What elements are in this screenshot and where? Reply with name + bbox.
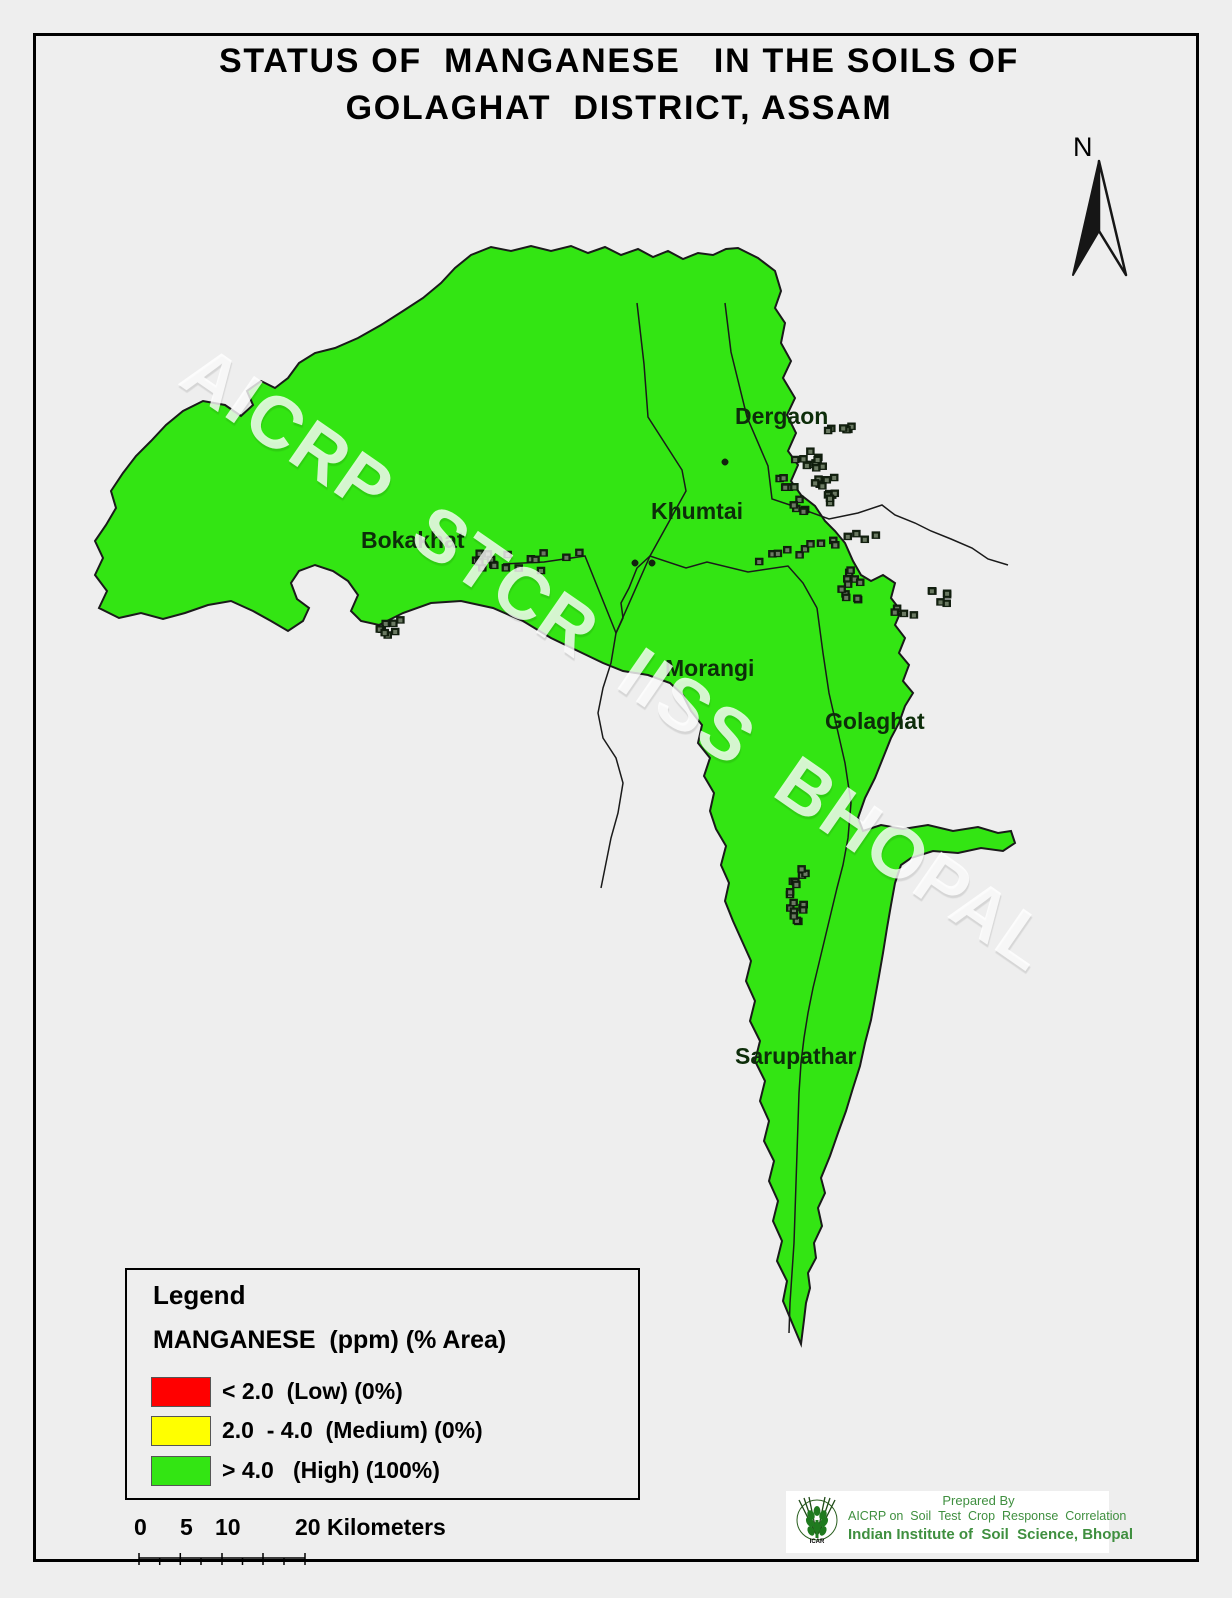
svg-text:ICAR: ICAR <box>810 1539 825 1545</box>
svg-text:N: N <box>1073 132 1093 162</box>
